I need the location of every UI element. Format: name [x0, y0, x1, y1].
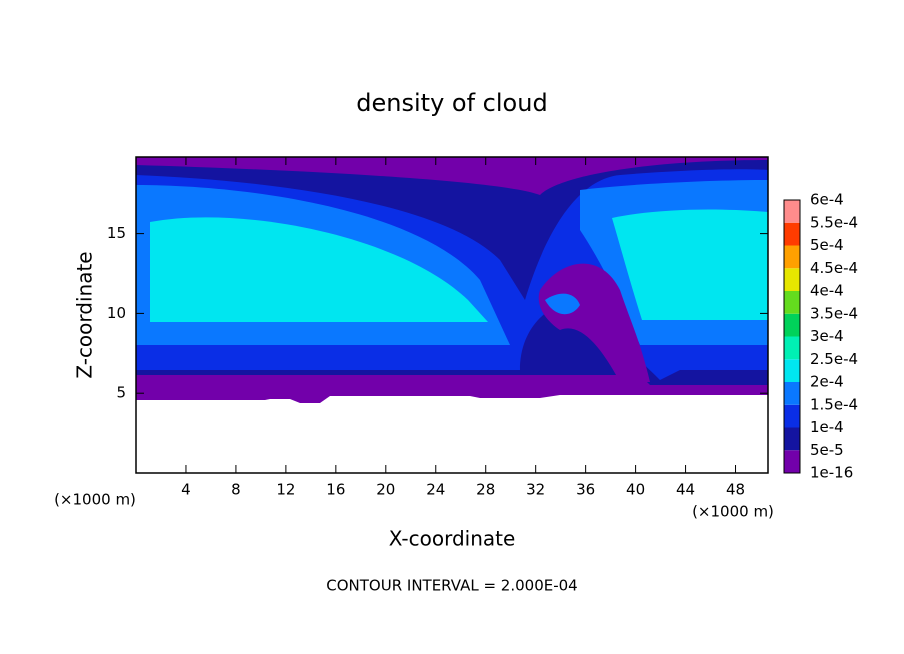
contour-region	[150, 217, 488, 322]
colorbar-band	[784, 336, 800, 360]
colorbar-label: 3.5e-4	[810, 304, 858, 322]
contour-region	[538, 263, 650, 382]
x-axis-label: X-coordinate	[389, 527, 516, 551]
x-tick-label: 24	[426, 481, 445, 499]
x-tick-label: 32	[526, 481, 545, 499]
x-tick-label: 48	[726, 481, 745, 499]
x-tick-label: 16	[326, 481, 345, 499]
colorbar-label: 6e-4	[810, 191, 844, 209]
colorbar-label: 2.5e-4	[810, 350, 858, 368]
colorbar-label: 1e-16	[810, 464, 853, 482]
contour-region	[545, 293, 580, 315]
x-tick-label: 44	[676, 481, 695, 499]
x-tick-label: 12	[276, 481, 295, 499]
colorbar-label: 4.5e-4	[810, 259, 858, 277]
colorbar-band	[784, 427, 800, 451]
footnote: CONTOUR INTERVAL = 2.000E-04	[326, 577, 577, 595]
colorbar-band	[784, 382, 800, 405]
colorbar-band	[784, 291, 800, 314]
chart-title: density of cloud	[356, 89, 547, 117]
colorbar-band	[784, 450, 800, 473]
x-tick-label: 28	[476, 481, 495, 499]
colorbar-label: 2e-4	[810, 373, 844, 391]
colorbar-band	[784, 359, 800, 382]
x-tick-label: 8	[231, 481, 241, 499]
x-tick-label: 40	[626, 481, 645, 499]
colorbar-label: 5.5e-4	[810, 213, 858, 231]
y-axis-label: Z-coordinate	[73, 251, 97, 378]
colorbar-label: 5e-5	[810, 441, 844, 459]
colorbar-label: 3e-4	[810, 327, 844, 345]
y-tick-label: 5	[116, 384, 126, 402]
y-tick-label: 15	[107, 224, 126, 242]
contour-region	[612, 209, 768, 320]
x-unit-label: (×1000 m)	[692, 503, 774, 521]
colorbar-label: 5e-4	[810, 236, 844, 254]
y-tick-label: 10	[107, 304, 126, 322]
colorbar-band	[784, 404, 800, 428]
colorbar-band	[784, 222, 800, 246]
x-tick-label: 4	[181, 481, 191, 499]
colorbar-label: 1e-4	[810, 418, 844, 436]
plot-frame	[135, 156, 769, 474]
y-unit-label: (×1000 m)	[54, 491, 136, 509]
colorbar-band	[784, 313, 800, 337]
colorbar-band	[784, 268, 800, 291]
colorbar-label: 1.5e-4	[810, 395, 858, 413]
x-tick-label: 20	[376, 481, 395, 499]
colorbar-frame	[783, 199, 801, 474]
colorbar-band	[784, 200, 800, 223]
colorbar-label: 4e-4	[810, 282, 844, 300]
colorbar-band	[784, 245, 800, 269]
x-tick-label: 36	[576, 481, 595, 499]
contour-field	[136, 157, 768, 403]
